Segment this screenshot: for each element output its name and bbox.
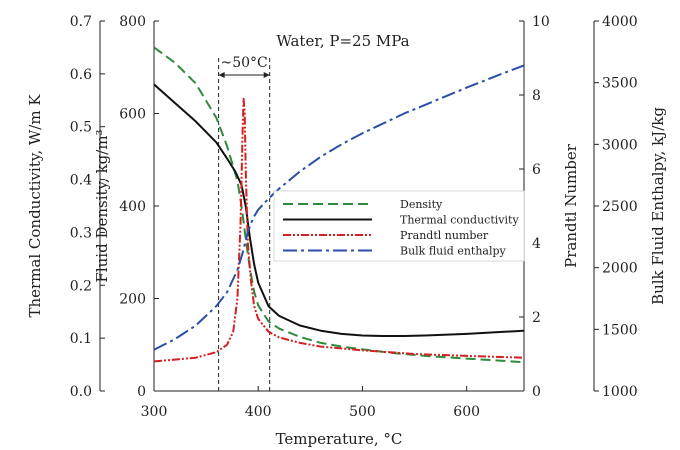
conductivity-tick-label: 0.5 <box>70 120 92 136</box>
enthalpy-tick-label: 3000 <box>602 137 638 153</box>
legend-label: Prandtl number <box>400 229 489 242</box>
conductivity-tick-label: 0.6 <box>70 67 92 83</box>
prandtl-tick-label: 0 <box>532 384 541 400</box>
x-tick-label: 500 <box>349 404 376 420</box>
conductivity-tick-label: 0.2 <box>70 278 92 294</box>
density-tick-label: 800 <box>119 14 146 30</box>
chart-title: Water, P=25 MPa <box>276 32 409 50</box>
density-tick-label: 200 <box>119 292 146 308</box>
annotation-arrowhead-left <box>218 72 225 78</box>
x-tick-label: 300 <box>141 404 168 420</box>
prandtl-tick-label: 10 <box>532 14 550 30</box>
annotation-arrowhead-right <box>263 72 270 78</box>
x-tick-label: 400 <box>245 404 272 420</box>
prandtl-axis-title: Prandtl Number <box>562 143 580 268</box>
x-tick-label: 600 <box>453 404 480 420</box>
legend-label: Bulk fluid enthalpy <box>400 245 507 258</box>
enthalpy-axis-title: Bulk Fluid Enthalpy, kJ/kg <box>649 107 667 305</box>
density-tick-label: 0 <box>137 384 146 400</box>
conductivity-axis-title: Thermal Conductivity, W/m K <box>26 94 44 318</box>
enthalpy-tick-label: 1000 <box>602 384 638 400</box>
legend-label: Thermal conductivity <box>400 214 519 227</box>
density-axis-title: Fluid Density, kg/m³ <box>93 129 111 282</box>
series-thermal-conductivity-line <box>154 83 524 337</box>
conductivity-tick-label: 0.7 <box>70 14 92 30</box>
prandtl-tick-label: 8 <box>532 88 541 104</box>
conductivity-tick-label: 0.4 <box>70 173 92 189</box>
enthalpy-tick-label: 3500 <box>602 76 638 92</box>
density-tick-label: 400 <box>119 199 146 215</box>
legend: Density Thermal conductivity Prandtl numbe… <box>273 190 525 262</box>
temperature-window-annotation <box>218 58 271 391</box>
prandtl-tick-label: 2 <box>532 310 541 326</box>
x-axis-title: Temperature, °C <box>276 430 403 448</box>
conductivity-tick-label: 0.0 <box>70 384 92 400</box>
series-prandtl-number-line <box>154 97 524 363</box>
enthalpy-tick-label: 2000 <box>602 261 638 277</box>
enthalpy-tick-label: 1500 <box>602 322 638 338</box>
legend-box <box>273 190 525 262</box>
annotation-label: ~50°C <box>221 55 268 71</box>
prandtl-tick-label: 4 <box>532 236 541 252</box>
enthalpy-tick-label: 2500 <box>602 199 638 215</box>
enthalpy-tick-label: 4000 <box>602 14 638 30</box>
prandtl-tick-label: 6 <box>532 162 541 178</box>
legend-label: Density <box>400 198 443 211</box>
conductivity-tick-label: 0.3 <box>70 225 92 241</box>
conductivity-tick-label: 0.1 <box>70 331 92 347</box>
density-tick-label: 600 <box>119 107 146 123</box>
axis-ticks: 0.0 0.1 0.2 0.3 0.4 0.5 0.6 0.7 0 200 400 600 800 0 2 4… <box>70 14 638 420</box>
